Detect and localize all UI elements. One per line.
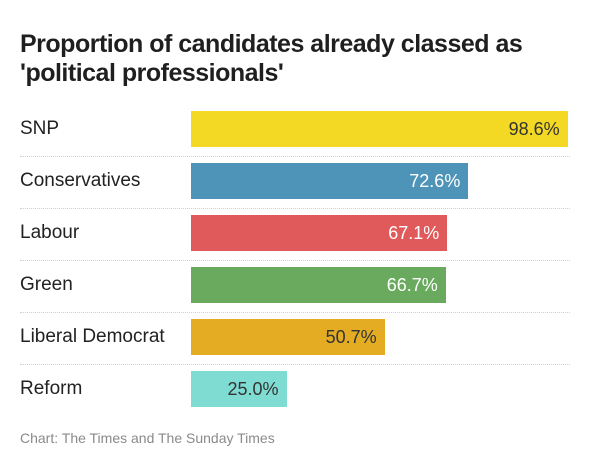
bar bbox=[191, 215, 448, 251]
bar-row: Green 66.7% bbox=[20, 261, 570, 313]
value-label: 98.6% bbox=[508, 119, 560, 139]
category-label: Green bbox=[20, 274, 73, 295]
chart-source: Chart: The Times and The Sunday Times bbox=[20, 430, 275, 446]
category-label: Labour bbox=[20, 222, 80, 243]
category-label: Reform bbox=[20, 378, 83, 399]
category-label: SNP bbox=[20, 118, 60, 139]
value-label: 67.1% bbox=[388, 223, 440, 243]
category-label: Liberal Democrat bbox=[20, 326, 165, 347]
value-label: 72.6% bbox=[409, 171, 461, 191]
category-label: Conservatives bbox=[20, 170, 141, 191]
value-label: 25.0% bbox=[227, 379, 279, 399]
bar bbox=[191, 111, 568, 147]
bar-row: Reform 25.0% bbox=[20, 365, 570, 417]
bar-row: SNP 98.6% bbox=[20, 105, 570, 157]
value-label: 66.7% bbox=[386, 275, 438, 295]
bar-row: Liberal Democrat 50.7% bbox=[20, 313, 570, 365]
value-label: 50.7% bbox=[325, 327, 377, 347]
chart-title: Proportion of candidates already classed… bbox=[20, 30, 523, 87]
bar bbox=[191, 319, 385, 355]
bar bbox=[191, 267, 446, 303]
bar-chart: SNP 98.6% Conservatives 72.6% Labour 67.1% Gre… bbox=[20, 105, 570, 417]
bar-row: Conservatives 72.6% bbox=[20, 157, 570, 209]
bar bbox=[191, 163, 469, 199]
bar-row: Labour 67.1% bbox=[20, 209, 570, 261]
bar bbox=[191, 371, 287, 407]
